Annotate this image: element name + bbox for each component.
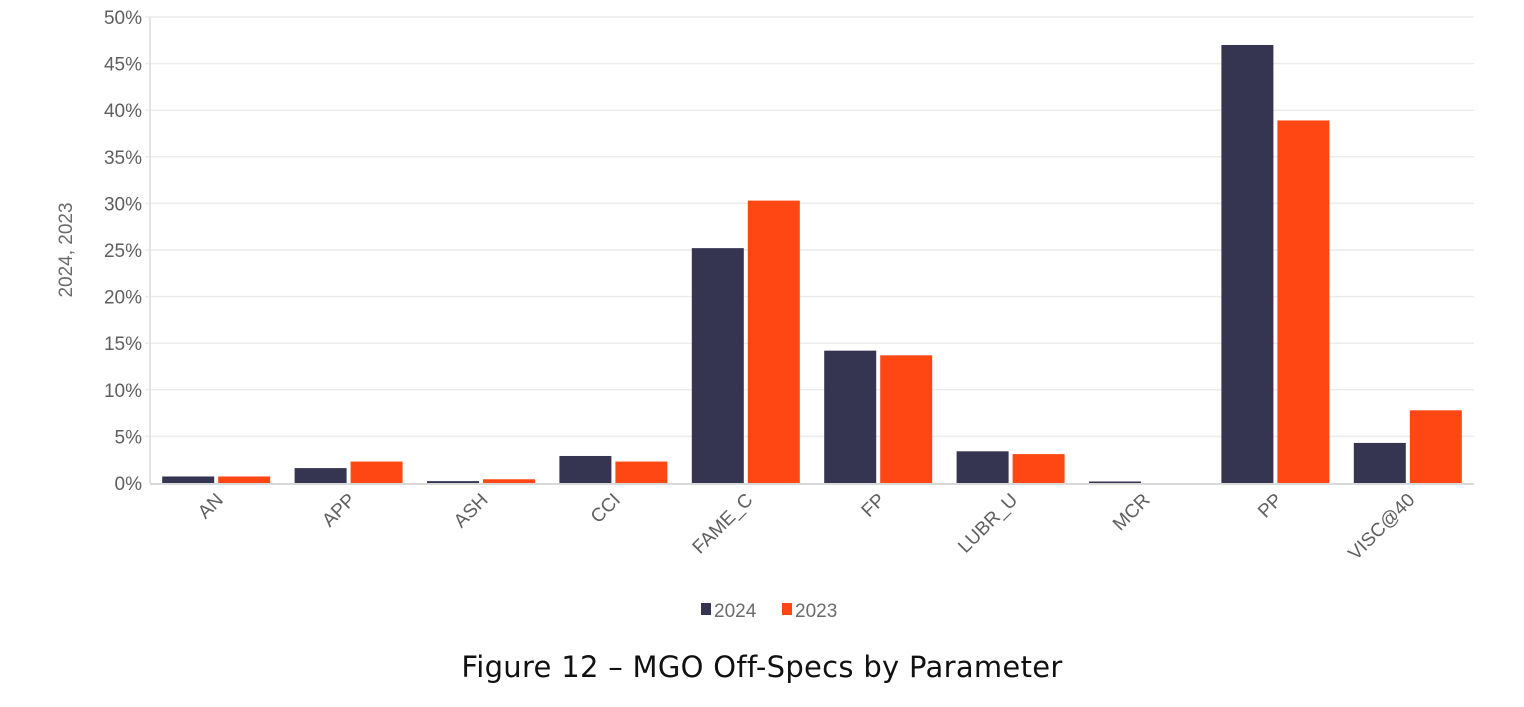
y-tick-label: 50% bbox=[104, 8, 142, 29]
bars bbox=[162, 44, 1462, 484]
bar-fp-2023 bbox=[880, 355, 933, 483]
bar-an-2023 bbox=[218, 476, 271, 483]
y-tick-label: 45% bbox=[104, 55, 142, 76]
legend: 2024 2023 bbox=[701, 601, 837, 622]
bar-visc-40-2023 bbox=[1409, 410, 1462, 483]
figure-caption: Figure 12 – MGO Off-Specs by Parameter bbox=[461, 650, 1063, 684]
bar-cci-2023 bbox=[615, 461, 668, 483]
legend-label-2024: 2024 bbox=[714, 601, 757, 622]
bar-fame-c-2024 bbox=[691, 248, 744, 483]
x-tick-label: LUBR_U bbox=[954, 490, 1022, 558]
legend-swatch-2024 bbox=[701, 603, 711, 615]
bar-lubr-u-2024 bbox=[956, 451, 1009, 483]
bar-mcr-2024 bbox=[1089, 481, 1141, 483]
x-tick-label: VISC@40 bbox=[1345, 490, 1420, 565]
bar-fame-c-2023 bbox=[747, 200, 800, 483]
x-tick-label: APP bbox=[318, 490, 360, 532]
x-tick-label: PP bbox=[1254, 490, 1287, 523]
y-tick-label: 40% bbox=[104, 101, 142, 122]
bar-chart: 0% 5% 10% 15% 20% 25% 30% 35% 40% 45% 50% AN APP ASH… bbox=[56, 8, 1474, 622]
x-tick-label: AN bbox=[194, 490, 228, 524]
x-tick-label: FAME_C bbox=[689, 490, 758, 559]
bar-ash-2024 bbox=[427, 481, 479, 483]
bar-cci-2024 bbox=[559, 455, 612, 483]
x-axis-labels: AN APP ASH CCI FAME_C FP LUBR_U MCR PP VISC@40 bbox=[194, 490, 1419, 565]
bar-an-2024 bbox=[162, 476, 215, 483]
x-tick-label: FP bbox=[858, 490, 890, 522]
bar-pp-2024 bbox=[1221, 44, 1274, 484]
y-tick-label: 0% bbox=[115, 474, 143, 495]
y-tick-label: 35% bbox=[104, 148, 142, 169]
legend-label-2023: 2023 bbox=[795, 601, 837, 622]
y-tick-label: 5% bbox=[115, 427, 143, 448]
y-tick-label: 10% bbox=[104, 381, 142, 402]
x-tick-label: ASH bbox=[450, 490, 492, 532]
y-axis-ticks: 0% 5% 10% 15% 20% 25% 30% 35% 40% 45% 50% bbox=[104, 8, 142, 495]
bar-fp-2024 bbox=[824, 350, 877, 483]
bar-pp-2023 bbox=[1277, 120, 1330, 484]
legend-swatch-2023 bbox=[782, 603, 792, 615]
x-tick-label: CCI bbox=[587, 490, 625, 528]
bar-visc-40-2024 bbox=[1353, 442, 1406, 483]
bar-app-2023 bbox=[350, 461, 403, 483]
y-tick-label: 30% bbox=[104, 194, 142, 215]
bar-app-2024 bbox=[294, 468, 347, 483]
bar-lubr-u-2023 bbox=[1012, 454, 1065, 483]
y-tick-label: 15% bbox=[104, 334, 142, 355]
y-tick-label: 20% bbox=[104, 288, 142, 309]
x-tick-label: MCR bbox=[1109, 490, 1154, 535]
gridlines bbox=[145, 16, 1474, 438]
y-tick-label: 25% bbox=[104, 241, 142, 262]
bar-ash-2023 bbox=[483, 479, 535, 483]
y-axis-title: 2024, 2023 bbox=[56, 202, 77, 297]
